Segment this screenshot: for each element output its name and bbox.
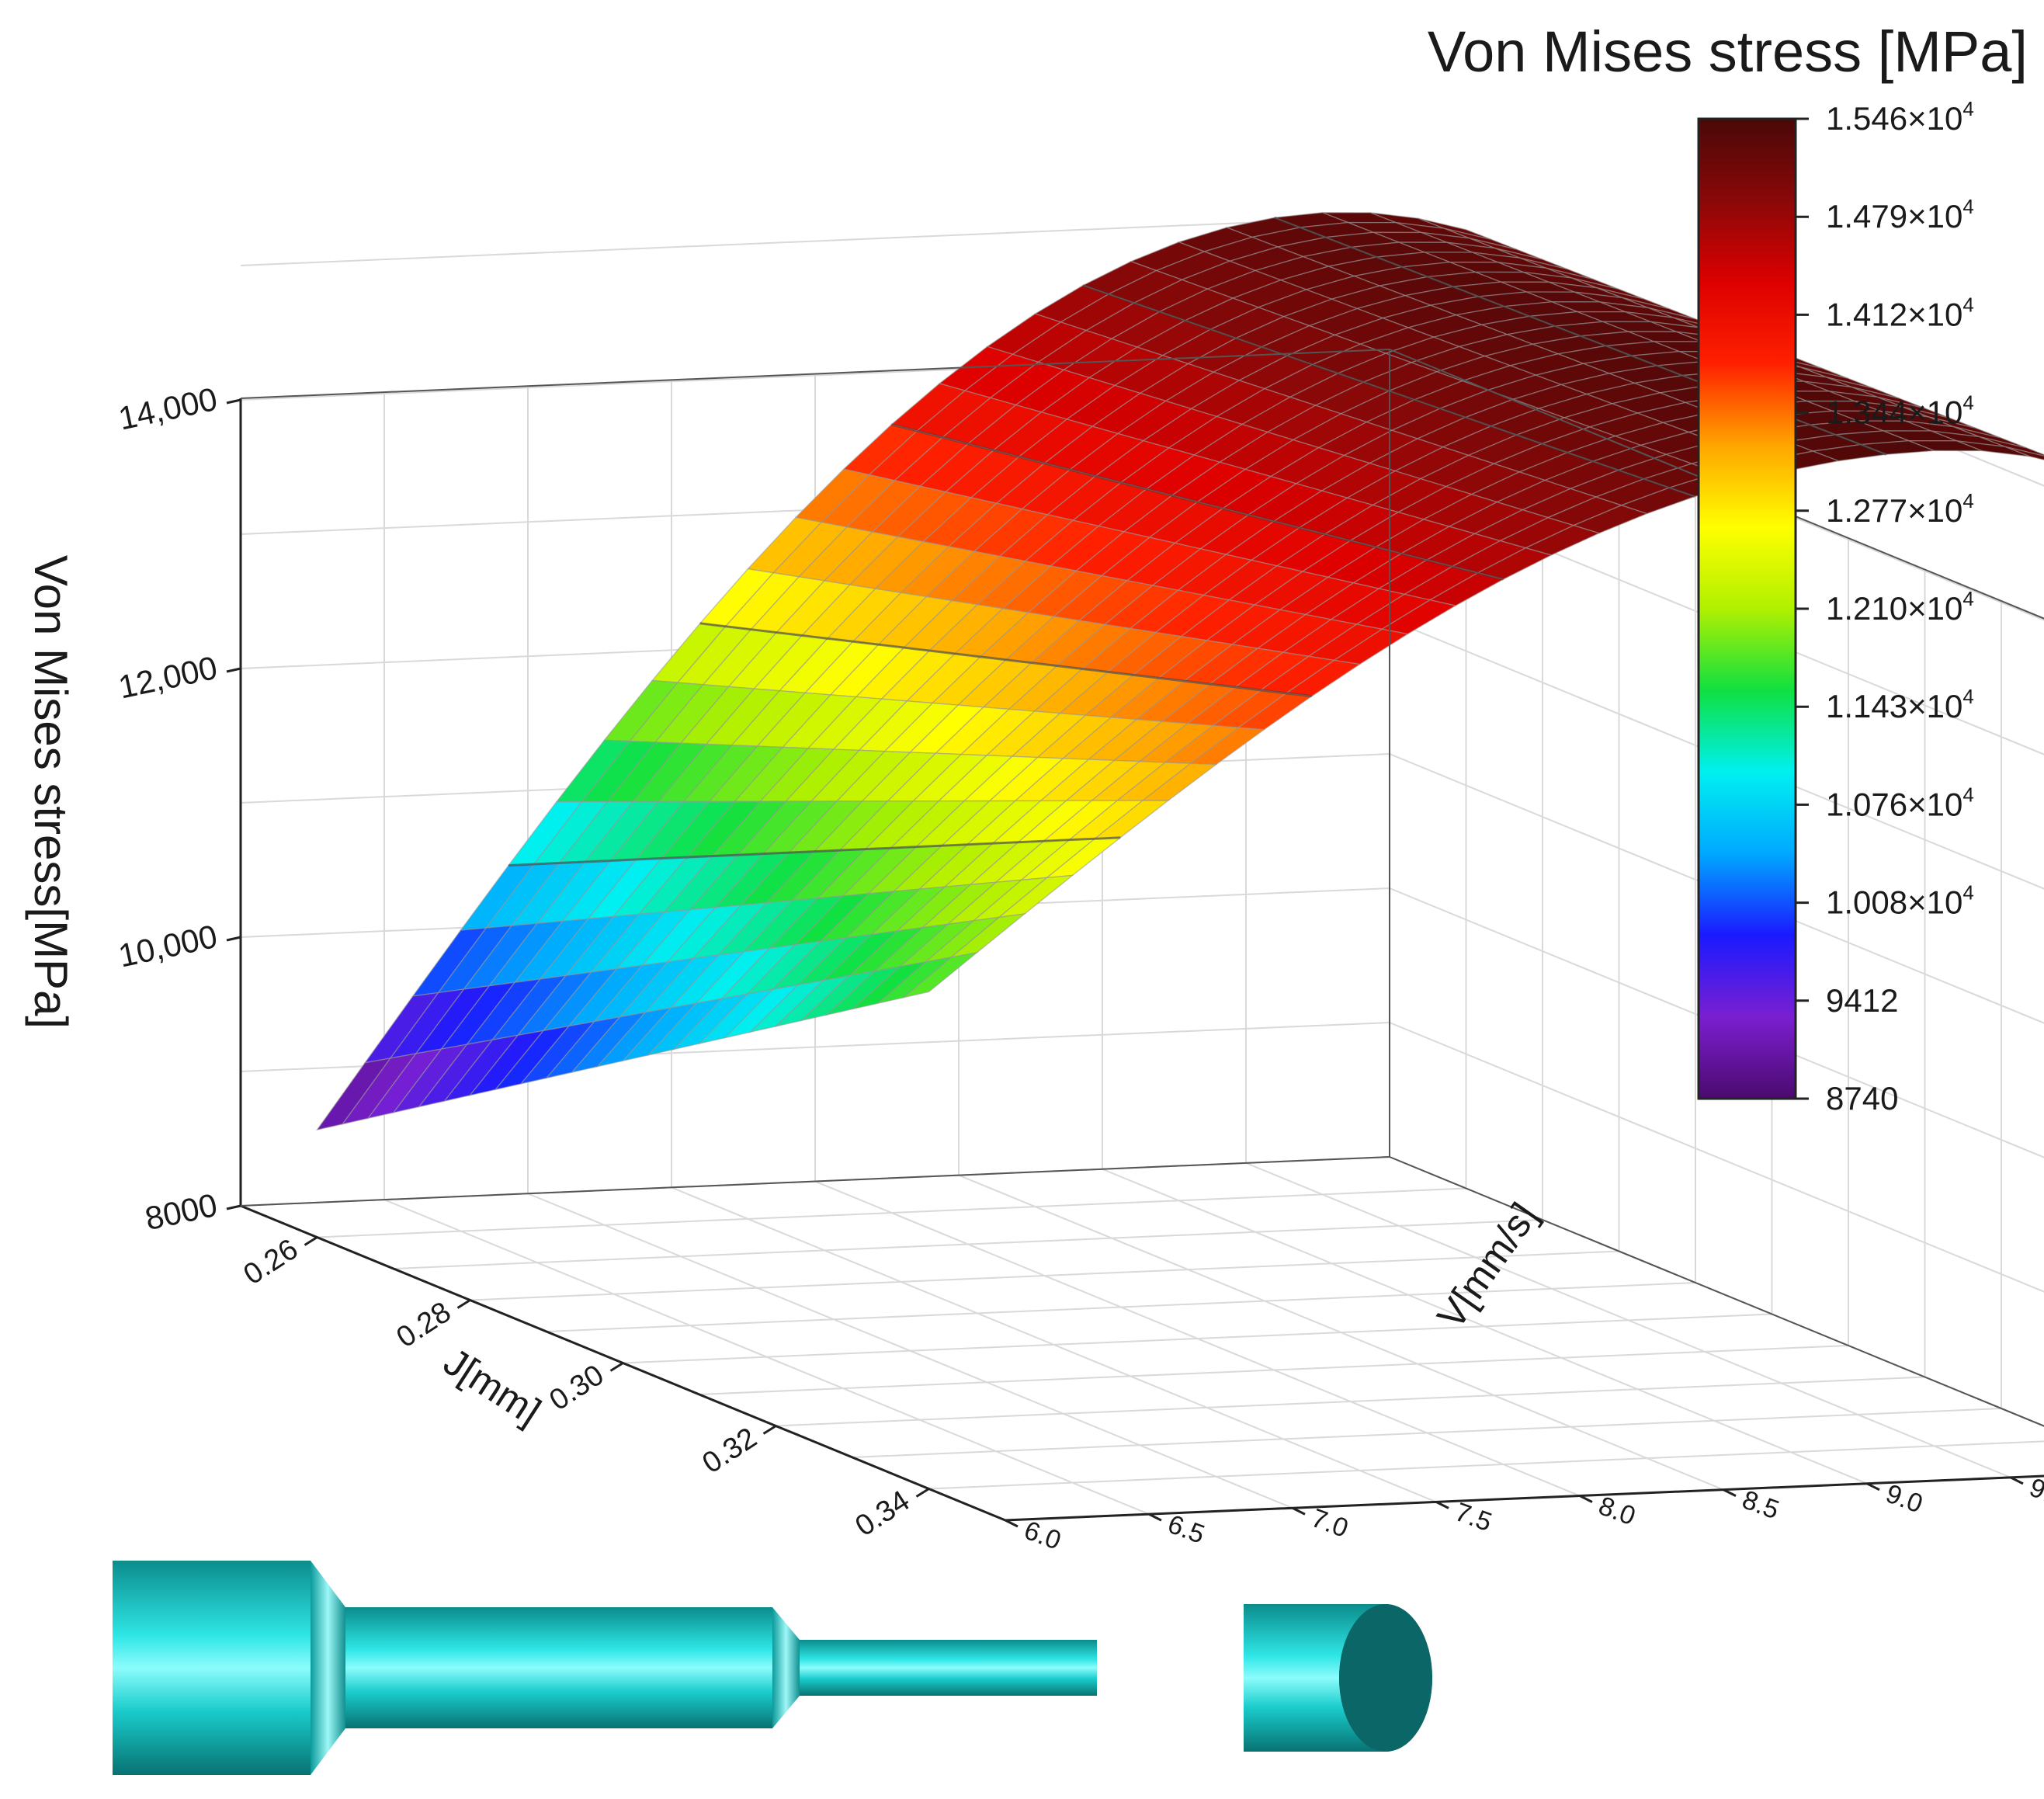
z-tick	[226, 1204, 241, 1210]
y-axis-label: V[mm/s]	[1429, 1195, 1546, 1336]
wall-gridline-z	[1389, 1156, 2044, 1427]
colorbar-label: 1.546×104	[1826, 97, 1974, 137]
colorbar-label: 1.479×104	[1826, 195, 1974, 234]
x-tick-label: 0.28	[390, 1296, 456, 1355]
z-tick	[226, 667, 241, 673]
y-tick	[1723, 1488, 1737, 1497]
workpiece-cylinder	[1244, 1604, 1352, 1752]
y-tick	[1866, 1482, 1880, 1492]
colorbar-label: 1.344×104	[1826, 391, 1974, 431]
colorbar-gradient	[1697, 117, 1797, 1100]
tool-shank	[113, 1561, 311, 1775]
y-tick-label: 7.5	[1451, 1497, 1495, 1537]
y-tick	[1005, 1519, 1019, 1528]
colorbar-label: 9412	[1826, 982, 1898, 1019]
z-axis-label: Von Mises stress[MPa]	[25, 555, 77, 1029]
colorbar-label: 1.412×104	[1826, 293, 1974, 332]
x-tick	[304, 1236, 318, 1246]
x-tick	[456, 1299, 471, 1309]
y-tick-label: 9.0	[1882, 1479, 1926, 1519]
x-axis-label: J[mm]	[436, 1339, 549, 1433]
y-tick	[1579, 1495, 1593, 1503]
colorbar-label: 8740	[1826, 1080, 1898, 1117]
y-tick-label: 7.0	[1307, 1503, 1352, 1544]
colorbar-label: 1.143×104	[1826, 685, 1974, 724]
y-tick-label: 8.0	[1595, 1491, 1639, 1531]
colorbar-label: 1.076×104	[1826, 783, 1974, 822]
floor-gridline-y	[527, 1193, 1293, 1509]
stress-surface	[315, 212, 2044, 1131]
y-tick	[1148, 1512, 1162, 1522]
z-tick	[226, 398, 241, 405]
x-tick-label: 0.32	[696, 1422, 762, 1481]
y-tick-label: 9.5	[2025, 1473, 2044, 1513]
tool-body	[345, 1607, 772, 1728]
floor-gridline-y	[1245, 1162, 2011, 1478]
colorbar-title: Von Mises stress [MPa]	[1428, 19, 2028, 84]
x-tick-label: 0.34	[849, 1485, 915, 1544]
z-tick-label: 12,000	[115, 649, 220, 706]
z-tick-label: 10,000	[115, 918, 220, 974]
tool-taper-2	[772, 1607, 800, 1728]
colorbar-label: 1.210×104	[1826, 587, 1974, 627]
colorbar: 1.546×104 1.479×104 1.412×104 1.344×104 1.27…	[1697, 97, 1974, 1117]
floor-gridline-y	[383, 1199, 1150, 1516]
floor-gridline-y	[1389, 1156, 2044, 1427]
tool-tip	[800, 1640, 1097, 1696]
frame-edge	[240, 349, 1390, 399]
surface-contour	[699, 622, 1312, 698]
floor-gridline-y	[958, 1174, 1724, 1491]
colorbar-label: 1.277×104	[1826, 489, 1974, 529]
tool-taper-1	[311, 1561, 345, 1775]
y-tick	[1292, 1506, 1306, 1516]
tool-illustration	[113, 1561, 1432, 1775]
z-tick-label: 14,000	[115, 380, 220, 437]
wall-gridline-z	[1389, 1022, 2044, 1293]
floor-gridline-y	[1102, 1168, 1868, 1485]
z-tick-label: 8000	[142, 1186, 220, 1237]
workpiece-end-face-front	[1339, 1604, 1432, 1752]
x-tick	[609, 1362, 624, 1372]
y-tick-label: 6.0	[1020, 1516, 1064, 1556]
wall-gridline-z	[240, 216, 1390, 266]
y-tick	[2010, 1476, 2024, 1485]
frame-edge	[240, 1156, 1390, 1207]
y-tick-label: 8.5	[1738, 1485, 1782, 1525]
frame-edge	[1389, 1156, 2044, 1427]
surface-contour	[891, 423, 1504, 581]
x-tick	[762, 1425, 777, 1435]
x-tick-label: 0.30	[543, 1359, 609, 1418]
floor-gridline-y	[671, 1186, 1437, 1503]
floor-gridline-y	[814, 1180, 1581, 1497]
y-tick	[1435, 1501, 1449, 1509]
surface-contour	[508, 836, 1121, 867]
z-tick	[226, 936, 241, 942]
x-tick	[915, 1488, 930, 1498]
surface-cell	[903, 951, 979, 998]
y-tick-label: 6.5	[1164, 1509, 1208, 1550]
x-tick-label: 0.26	[238, 1233, 304, 1292]
colorbar-label: 1.008×104	[1826, 881, 1974, 921]
